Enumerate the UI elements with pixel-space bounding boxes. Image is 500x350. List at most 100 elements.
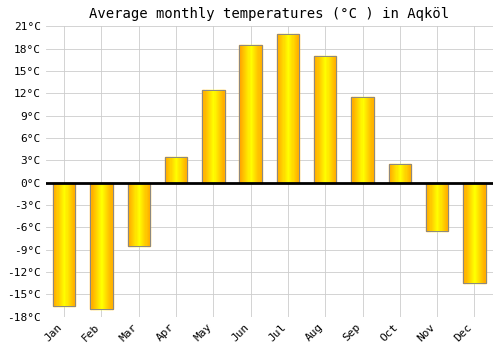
Bar bbox=[332, 56, 333, 183]
Bar bbox=[409, 164, 410, 183]
Bar bbox=[369, 97, 370, 183]
Bar bbox=[292, 34, 294, 183]
Bar bbox=[165, 157, 188, 183]
Bar bbox=[472, 183, 474, 283]
Bar bbox=[174, 157, 175, 183]
Bar bbox=[468, 183, 469, 283]
Bar bbox=[367, 97, 368, 183]
Bar bbox=[410, 164, 411, 183]
Bar bbox=[334, 56, 336, 183]
Bar bbox=[352, 97, 354, 183]
Bar bbox=[446, 183, 447, 231]
Bar bbox=[66, 183, 68, 306]
Bar bbox=[142, 183, 144, 246]
Bar bbox=[434, 183, 435, 231]
Bar bbox=[294, 34, 296, 183]
Bar bbox=[63, 183, 64, 306]
Bar bbox=[110, 183, 112, 309]
Bar bbox=[184, 157, 185, 183]
Bar bbox=[62, 183, 63, 306]
Bar bbox=[471, 183, 472, 283]
Bar bbox=[284, 34, 286, 183]
Bar bbox=[136, 183, 138, 246]
Bar bbox=[326, 56, 328, 183]
Bar bbox=[316, 56, 318, 183]
Bar bbox=[98, 183, 100, 309]
Bar bbox=[391, 164, 392, 183]
Bar bbox=[144, 183, 146, 246]
Bar bbox=[61, 183, 62, 306]
Bar bbox=[396, 164, 398, 183]
Bar bbox=[401, 164, 402, 183]
Bar bbox=[370, 97, 372, 183]
Bar bbox=[474, 183, 476, 283]
Bar bbox=[325, 56, 326, 183]
Bar bbox=[289, 34, 290, 183]
Bar bbox=[437, 183, 438, 231]
Bar bbox=[73, 183, 74, 306]
Bar bbox=[139, 183, 140, 246]
Bar bbox=[244, 45, 245, 183]
Bar bbox=[479, 183, 480, 283]
Bar bbox=[185, 157, 186, 183]
Bar bbox=[252, 45, 253, 183]
Bar bbox=[209, 90, 210, 183]
Bar bbox=[250, 45, 252, 183]
Bar bbox=[211, 90, 212, 183]
Bar bbox=[297, 34, 298, 183]
Bar bbox=[278, 34, 279, 183]
Bar bbox=[102, 183, 104, 309]
Bar bbox=[204, 90, 206, 183]
Bar bbox=[53, 183, 54, 306]
Bar bbox=[214, 90, 216, 183]
Bar bbox=[94, 183, 95, 309]
Bar bbox=[202, 90, 224, 183]
Bar bbox=[354, 97, 356, 183]
Bar bbox=[388, 164, 411, 183]
Bar bbox=[368, 97, 369, 183]
Bar bbox=[95, 183, 96, 309]
Bar bbox=[481, 183, 482, 283]
Bar bbox=[92, 183, 94, 309]
Bar bbox=[219, 90, 220, 183]
Bar bbox=[168, 157, 170, 183]
Bar bbox=[131, 183, 132, 246]
Bar bbox=[182, 157, 183, 183]
Bar bbox=[402, 164, 403, 183]
Bar bbox=[426, 183, 427, 231]
Bar bbox=[427, 183, 428, 231]
Bar bbox=[64, 183, 66, 306]
Bar bbox=[130, 183, 131, 246]
Bar bbox=[53, 183, 76, 306]
Bar bbox=[463, 183, 464, 283]
Bar bbox=[107, 183, 108, 309]
Bar bbox=[128, 183, 130, 246]
Bar bbox=[357, 97, 358, 183]
Bar bbox=[444, 183, 445, 231]
Bar bbox=[208, 90, 209, 183]
Bar bbox=[482, 183, 484, 283]
Bar bbox=[318, 56, 320, 183]
Bar bbox=[176, 157, 177, 183]
Bar bbox=[398, 164, 400, 183]
Bar bbox=[149, 183, 150, 246]
Bar bbox=[322, 56, 323, 183]
Bar bbox=[58, 183, 59, 306]
Bar bbox=[287, 34, 288, 183]
Bar bbox=[140, 183, 141, 246]
Bar bbox=[218, 90, 219, 183]
Bar bbox=[280, 34, 281, 183]
Bar bbox=[290, 34, 292, 183]
Bar bbox=[100, 183, 102, 309]
Bar bbox=[428, 183, 430, 231]
Bar bbox=[392, 164, 393, 183]
Bar bbox=[210, 90, 211, 183]
Bar bbox=[245, 45, 246, 183]
Bar bbox=[166, 157, 167, 183]
Bar bbox=[356, 97, 357, 183]
Bar bbox=[178, 157, 180, 183]
Bar bbox=[70, 183, 71, 306]
Bar bbox=[286, 34, 287, 183]
Bar bbox=[165, 157, 166, 183]
Bar bbox=[240, 45, 262, 183]
